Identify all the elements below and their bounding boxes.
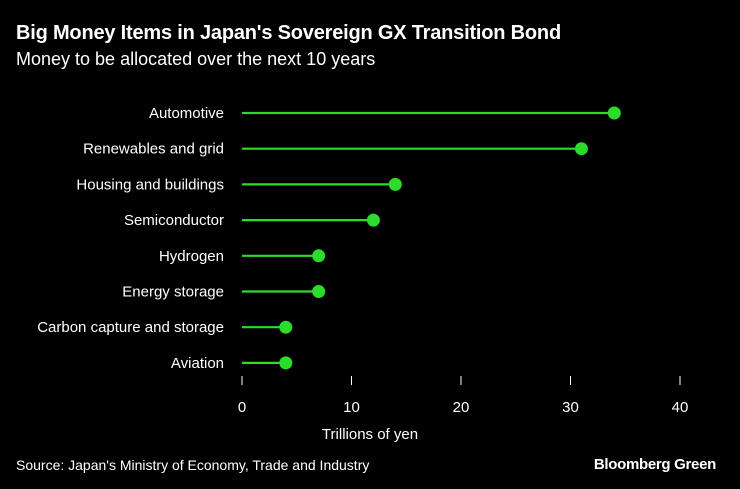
category-label: Carbon capture and storage [37,319,224,336]
chart-subtitle: Money to be allocated over the next 10 y… [16,49,376,69]
chart-title: Big Money Items in Japan's Sovereign GX … [16,22,561,44]
category-label: Hydrogen [159,248,224,265]
lollipop-dot [366,213,380,227]
x-tick-label: 40 [672,399,689,416]
category-label: Energy storage [122,284,224,301]
source-note: Source: Japan's Ministry of Economy, Tra… [16,457,370,473]
brand-logo: Bloomberg Green [593,456,716,473]
x-tick-label: 10 [343,399,360,416]
lollipop-dot [607,106,621,120]
x-tick-label: 20 [453,399,470,416]
lollipop-dot [279,320,293,334]
x-axis-label: Trillions of yen [322,426,418,443]
category-label: Semiconductor [124,212,224,229]
lollipop-dot [574,142,588,156]
lollipop-dot [279,356,293,370]
category-label: Renewables and grid [83,141,224,158]
lollipop-dot [312,285,326,298]
lollipop-dot [388,177,402,191]
x-tick-label: 0 [238,399,246,416]
category-label: Automotive [149,105,224,122]
category-label: Aviation [171,355,224,372]
category-label: Housing and buildings [76,176,224,193]
lollipop-dot [312,249,326,263]
x-tick-label: 30 [562,399,579,416]
